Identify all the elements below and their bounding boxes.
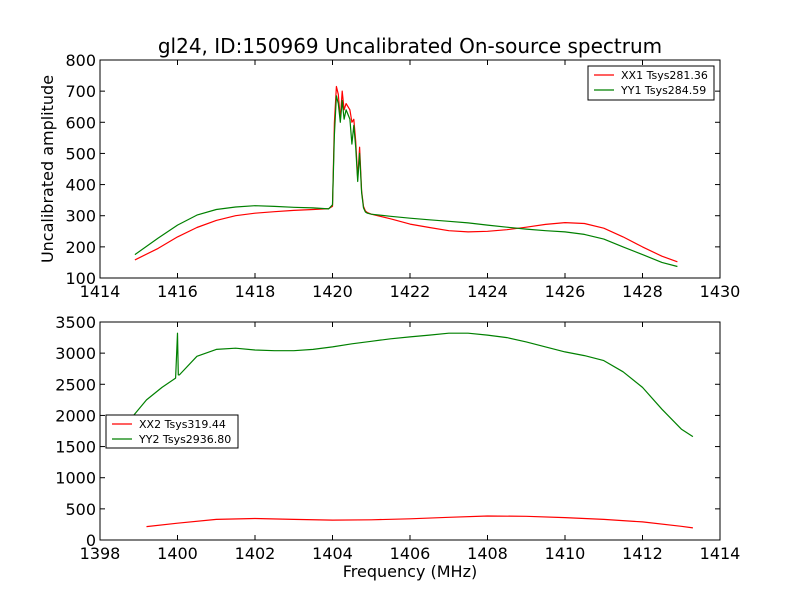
x-tick-label: 1422 bbox=[390, 282, 431, 301]
top-chart-title: gl24, ID:150969 Uncalibrated On-source s… bbox=[158, 34, 662, 58]
legend-box bbox=[587, 65, 715, 101]
x-tick-label: 1426 bbox=[545, 282, 586, 301]
y-tick-label: 500 bbox=[65, 500, 96, 519]
x-tick-label: 1412 bbox=[622, 544, 663, 563]
y-tick-label: 700 bbox=[65, 82, 96, 101]
y-tick-label: 2000 bbox=[55, 406, 96, 425]
y-tick-label: 3500 bbox=[55, 313, 96, 332]
x-tick-label: 1418 bbox=[235, 282, 276, 301]
legend-box bbox=[105, 414, 239, 449]
y-tick-label: 3000 bbox=[55, 344, 96, 363]
legend: XX1 Tsys281.36 YY1 Tsys284.59 bbox=[587, 65, 715, 101]
x-tick-label: 1414 bbox=[700, 544, 741, 563]
top-chart: 1414 1416 1418 1420 1422 1424 1426 1428 1430 100 2… bbox=[65, 51, 740, 301]
series-line-0-0 bbox=[134, 85, 678, 263]
y-tick-label: 400 bbox=[65, 176, 96, 195]
y-tick-label: 600 bbox=[65, 113, 96, 132]
x-tick-label: 1424 bbox=[467, 282, 508, 301]
y-tick-label: 200 bbox=[65, 238, 96, 257]
bottom-chart-xlabel: Frequency (MHz) bbox=[343, 562, 477, 581]
legend: XX2 Tsys319.44 YY2 Tsys2936.80 bbox=[105, 414, 239, 449]
y-tick-label: 0 bbox=[86, 531, 96, 550]
x-tick-label: 1410 bbox=[545, 544, 586, 563]
x-tick-label: 1400 bbox=[157, 544, 198, 563]
series-line-0-1 bbox=[134, 95, 678, 268]
x-tick-label: 1402 bbox=[235, 544, 276, 563]
top-chart-ylabel: Uncalibrated amplitude bbox=[38, 75, 57, 263]
legend-label: YY2 Tsys2936.80 bbox=[138, 433, 231, 446]
y-tick-label: 300 bbox=[65, 207, 96, 226]
x-tick-label: 1420 bbox=[312, 282, 353, 301]
x-tick-label: 1430 bbox=[700, 282, 741, 301]
y-tick-label: 1500 bbox=[55, 438, 96, 457]
bottom-chart: 1398 1400 1402 1404 1406 1408 1410 1412 1414 0 500… bbox=[55, 313, 740, 563]
series-line-1-1 bbox=[130, 332, 694, 438]
x-tick-label: 1408 bbox=[467, 544, 508, 563]
x-tick-label: 1406 bbox=[390, 544, 431, 563]
x-tick-label: 1428 bbox=[622, 282, 663, 301]
legend-label: XX1 Tsys281.36 bbox=[621, 69, 708, 82]
x-tick-label: 1404 bbox=[312, 544, 353, 563]
legend-label: XX2 Tsys319.44 bbox=[139, 418, 226, 431]
series-line-1-0 bbox=[146, 515, 693, 529]
x-tick-label: 1414 bbox=[80, 282, 121, 301]
x-tick-label: 1416 bbox=[157, 282, 198, 301]
y-tick-label: 800 bbox=[65, 51, 96, 70]
y-tick-label: 100 bbox=[65, 269, 96, 288]
x-tick-label: 1398 bbox=[80, 544, 121, 563]
y-tick-label: 500 bbox=[65, 144, 96, 163]
y-tick-label: 2500 bbox=[55, 375, 96, 394]
y-tick-label: 1000 bbox=[55, 469, 96, 488]
legend-label: YY1 Tsys284.59 bbox=[620, 84, 706, 97]
